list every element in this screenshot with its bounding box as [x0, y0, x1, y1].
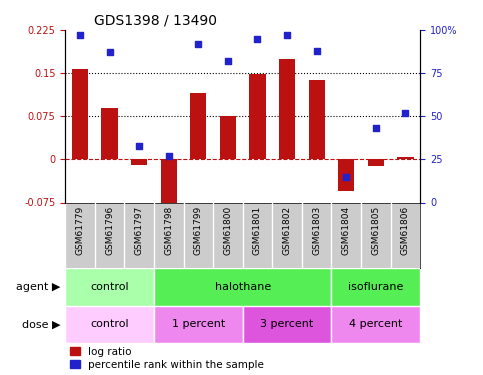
Text: GSM61800: GSM61800 — [224, 206, 232, 255]
Text: 1 percent: 1 percent — [172, 320, 225, 329]
Text: GSM61805: GSM61805 — [371, 206, 380, 255]
Point — [76, 32, 84, 38]
Point — [224, 58, 232, 64]
Point — [254, 36, 261, 42]
Text: GSM61806: GSM61806 — [401, 206, 410, 255]
Text: GSM61797: GSM61797 — [135, 206, 143, 255]
Bar — [242, 306, 331, 343]
Text: agent ▶: agent ▶ — [16, 282, 60, 292]
Bar — [154, 306, 243, 343]
Bar — [161, 159, 177, 214]
Point — [165, 153, 172, 159]
Bar — [190, 93, 206, 159]
Bar — [72, 69, 88, 159]
Point — [401, 110, 409, 116]
Bar — [279, 59, 295, 159]
Bar — [338, 159, 355, 191]
Text: control: control — [90, 282, 129, 292]
Bar — [131, 159, 147, 165]
Bar — [331, 268, 420, 306]
Legend: log ratio, percentile rank within the sample: log ratio, percentile rank within the sa… — [71, 346, 264, 370]
Text: halothane: halothane — [214, 282, 271, 292]
Bar — [65, 306, 154, 343]
Bar — [368, 159, 384, 166]
Text: GSM61779: GSM61779 — [75, 206, 85, 255]
Point — [195, 41, 202, 47]
Bar — [101, 108, 118, 159]
Text: GSM61804: GSM61804 — [342, 206, 351, 255]
Text: GSM61798: GSM61798 — [164, 206, 173, 255]
Bar — [398, 156, 413, 159]
Point — [313, 48, 321, 54]
Point — [342, 174, 350, 180]
Text: 3 percent: 3 percent — [260, 320, 313, 329]
Point — [372, 125, 380, 131]
Bar — [154, 268, 331, 306]
Point — [135, 142, 143, 148]
Text: dose ▶: dose ▶ — [22, 320, 60, 329]
Text: GSM61796: GSM61796 — [105, 206, 114, 255]
Text: GSM61799: GSM61799 — [194, 206, 203, 255]
Text: GSM61801: GSM61801 — [253, 206, 262, 255]
Bar — [309, 80, 325, 159]
Bar — [220, 116, 236, 159]
Text: GSM61803: GSM61803 — [312, 206, 321, 255]
Point — [283, 32, 291, 38]
Text: 4 percent: 4 percent — [349, 320, 402, 329]
Bar — [249, 74, 266, 159]
Text: isoflurane: isoflurane — [348, 282, 403, 292]
Text: control: control — [90, 320, 129, 329]
Bar — [65, 268, 154, 306]
Text: GDS1398 / 13490: GDS1398 / 13490 — [94, 13, 216, 27]
Point — [106, 50, 114, 55]
Text: GSM61802: GSM61802 — [283, 206, 292, 255]
Bar — [331, 306, 420, 343]
